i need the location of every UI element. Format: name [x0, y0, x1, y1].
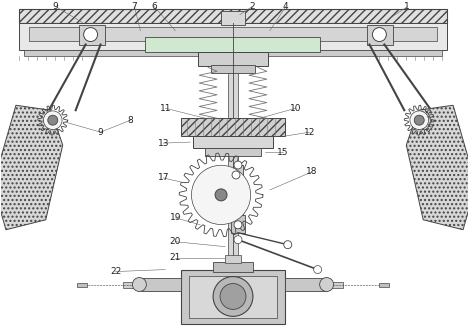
Bar [189, 276, 277, 318]
Bar [123, 281, 144, 287]
Circle shape [234, 221, 242, 229]
Circle shape [234, 236, 242, 244]
Bar [79, 24, 105, 45]
Bar [211, 65, 255, 73]
Bar [228, 22, 238, 307]
Polygon shape [406, 105, 469, 230]
Bar [221, 11, 245, 24]
Bar [198, 53, 268, 66]
Bar [231, 215, 245, 233]
Text: 4: 4 [283, 2, 288, 11]
Bar [205, 148, 261, 156]
Text: 13: 13 [158, 139, 169, 148]
Bar [29, 26, 437, 41]
Circle shape [191, 165, 251, 224]
Text: 20: 20 [170, 237, 181, 246]
Text: 6: 6 [151, 2, 157, 11]
Bar [141, 277, 181, 291]
Text: 11: 11 [159, 104, 171, 113]
Bar [181, 270, 285, 324]
Text: 1: 1 [404, 2, 410, 11]
Bar [19, 22, 447, 51]
Circle shape [220, 283, 246, 310]
Text: 8: 8 [128, 116, 133, 125]
Circle shape [132, 277, 146, 291]
Bar [76, 282, 87, 286]
Bar [323, 281, 342, 287]
Text: 21: 21 [170, 253, 181, 262]
Bar [379, 282, 389, 286]
Circle shape [372, 27, 386, 42]
Text: 9: 9 [98, 128, 104, 137]
Circle shape [215, 189, 227, 201]
Polygon shape [0, 105, 63, 230]
Text: 12: 12 [304, 128, 315, 137]
Circle shape [44, 111, 62, 130]
Bar [193, 136, 273, 148]
Text: 9: 9 [53, 2, 59, 11]
Text: 10: 10 [290, 104, 302, 113]
Circle shape [213, 277, 253, 316]
Text: 7: 7 [131, 2, 137, 11]
Bar [145, 37, 320, 53]
Bar [233, 165, 243, 225]
Bar [181, 118, 285, 136]
Bar [285, 277, 325, 291]
Circle shape [284, 241, 292, 249]
Bar [19, 9, 447, 22]
Circle shape [83, 27, 98, 42]
Circle shape [234, 161, 242, 169]
Text: 17: 17 [158, 174, 169, 183]
Text: 2: 2 [249, 2, 255, 11]
Circle shape [48, 115, 58, 125]
Bar [213, 262, 253, 272]
Text: 22: 22 [110, 267, 121, 276]
Circle shape [232, 171, 240, 179]
Text: 15: 15 [277, 147, 288, 156]
Text: 18: 18 [306, 168, 318, 177]
Circle shape [414, 115, 424, 125]
Bar [225, 255, 241, 263]
Circle shape [410, 111, 429, 130]
Text: 19: 19 [169, 213, 181, 222]
Circle shape [314, 266, 322, 274]
Bar [367, 24, 393, 45]
Bar [24, 51, 442, 57]
Circle shape [320, 277, 333, 291]
